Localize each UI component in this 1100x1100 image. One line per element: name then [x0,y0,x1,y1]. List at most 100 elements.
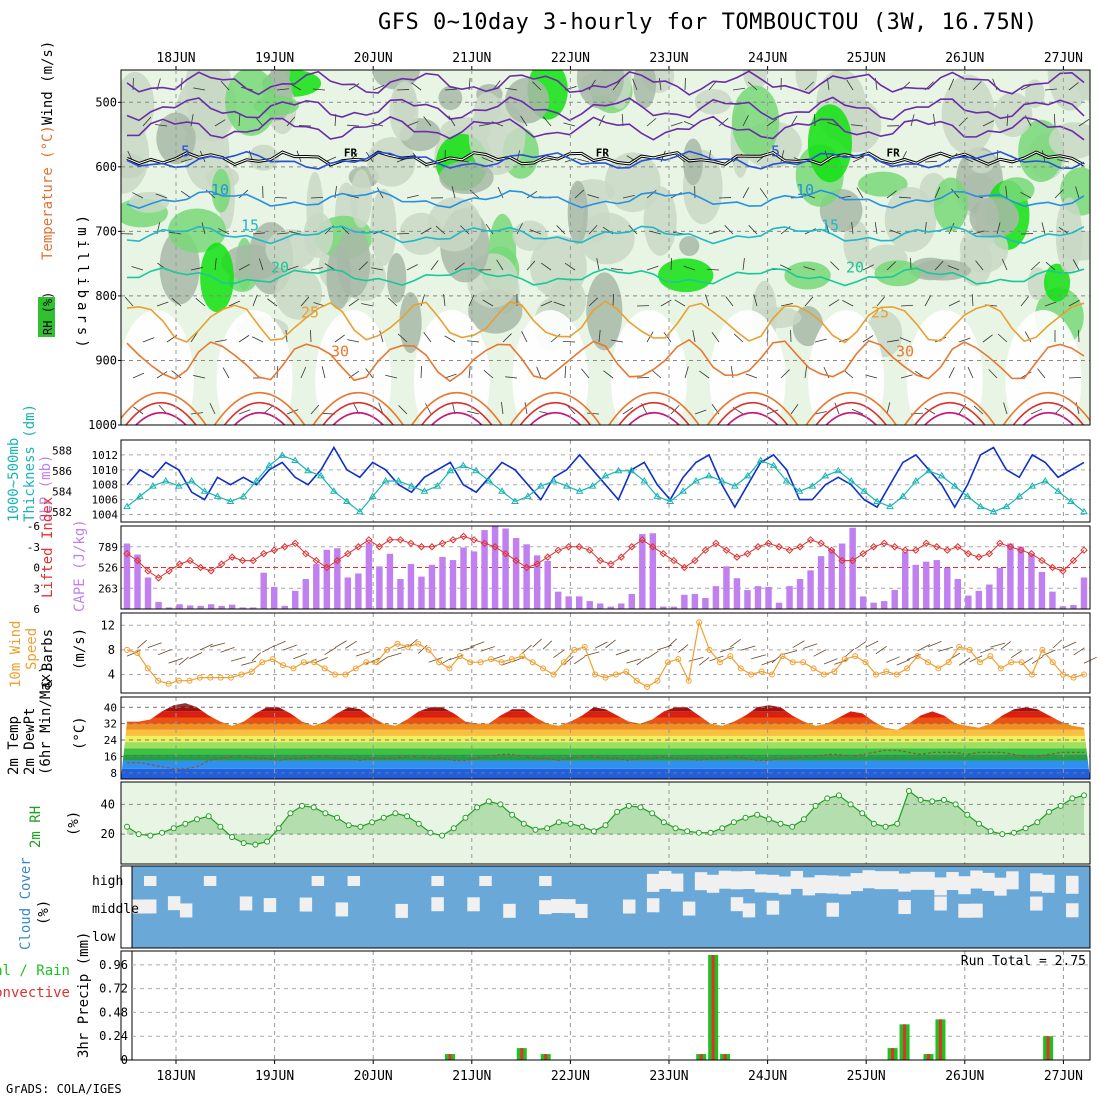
wind-barb [705,294,710,307]
wind10-point [176,677,183,684]
wind10-barb [532,638,542,648]
cloud-high-gap [850,873,863,892]
wind-barb [899,196,912,199]
thickness-point [446,466,455,474]
wind-barb [988,369,998,379]
thickness-point [1015,492,1024,499]
wind10-point [664,659,671,666]
wind10-barb [553,649,565,658]
thickness-point [420,487,429,494]
rh-region [884,186,937,252]
rh2m-point [229,834,236,841]
thickness-point [601,471,610,479]
wind-barb [1068,82,1079,91]
li-point [396,536,405,544]
precip-legend-conv: Convective [0,985,70,1001]
surface-heat-contour [1002,391,1090,425]
cloud-middle-gap [395,903,408,918]
wind-barb [733,333,744,343]
wind10-barb [782,650,798,655]
thickness-point [795,487,804,494]
wind-barb [971,294,974,307]
cloud-middle-gap [766,900,780,915]
rh-label: RH (%) [41,292,55,335]
wind10-barb [761,659,776,666]
wind-barb [387,297,398,307]
thickness-point [963,492,972,499]
li-point [1038,556,1046,565]
wind10-point [498,659,505,666]
rh2m-point [1081,792,1087,799]
cloud-level-label: high [92,874,123,889]
cape-tick-label: 263 [98,582,118,595]
wind-barb [443,294,446,307]
wind10-point [342,671,349,678]
rh-region [121,114,150,194]
wind-barb [1045,261,1056,271]
thickness-point [1041,477,1050,484]
wind10-barb [636,656,648,666]
surface-heat-contour [135,411,187,425]
rh2m-tick-label: 20 [101,827,115,841]
rh2m-point [1010,829,1017,836]
rh-region [439,161,494,195]
surface-heat-contour [815,401,887,425]
wind-barb [711,332,720,343]
wind-barb [843,369,854,379]
rh2m-point [240,840,247,847]
wind10-barb [792,640,805,648]
wind10-barb [626,658,641,664]
dry-region [216,310,293,425]
rh2m-point [870,820,877,827]
thickness-point [782,477,791,484]
cloud-high-gap [1030,873,1043,892]
cloud-high-gap [982,872,995,891]
wind-barb [521,331,528,343]
cape-bar [575,596,583,609]
cape-bar [302,579,310,609]
precip-conv-bar [723,1054,727,1060]
wind10-point [529,659,536,666]
wind-barb [1006,114,1009,127]
cape-bar [1038,571,1046,609]
wind-barb [588,297,599,307]
cape-bar [1007,543,1014,609]
wind-barb [553,301,566,307]
rh2m-point [789,823,796,830]
rh2m-point [637,804,644,811]
temp-contour-label: 10 [211,181,229,199]
minmax-label: (6hr Min/Max) [38,665,54,775]
temp-tick-label: 40 [104,701,117,714]
wind-barb [397,333,408,343]
cloud-high-gap [970,870,983,889]
precip-frame [120,950,1091,1061]
cape-bar [207,604,215,609]
top-day-label: 21JUN [452,51,491,66]
wind10-barb [262,645,275,653]
wind10-barb [334,640,347,648]
chart-title: GFS 0~10day 3-hourly for TOMBOUCTOU (3W,… [378,10,1038,35]
surface-heat-contour [914,401,986,425]
wind10-point [321,665,328,672]
wind-barb [467,340,480,343]
wind10-barb [875,645,887,655]
cloud-middle-gap [1066,903,1079,918]
thickness-point [536,482,545,489]
li-point [196,563,205,572]
bottom-day-label: 21JUN [452,1069,491,1084]
cape-bar [859,596,867,609]
wind-barb [814,338,827,343]
wind-barb [577,158,590,163]
cape-bar [554,591,562,609]
cape-bar [628,594,636,609]
wind10-point [623,668,630,675]
bottom-day-label: 20JUN [354,1069,393,1084]
wind-barb [214,258,217,271]
upper-air-plot: FR FR FR 5 5 10 10 15 15 20 20 25 25 30 30 [121,70,1090,425]
thickness-point [161,477,170,484]
thickness-point [252,477,261,484]
wind-barb [190,114,194,127]
wind-barb [310,197,324,199]
pressure-tick-label: 800 [95,289,117,303]
temp-units-label: (°C) [72,716,88,750]
